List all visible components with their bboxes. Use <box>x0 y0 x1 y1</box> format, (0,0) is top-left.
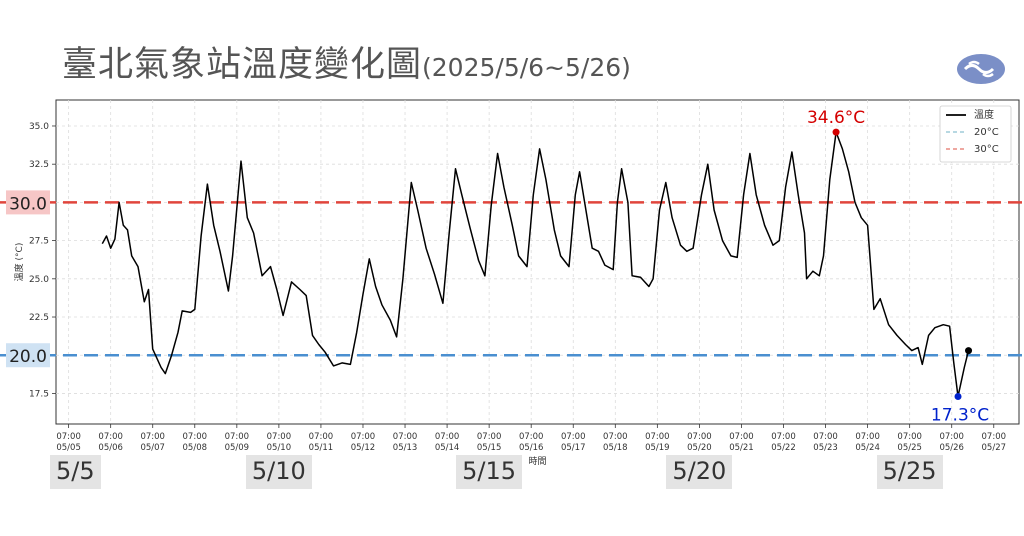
reference-badge <box>6 190 50 215</box>
x-tick-date: 05/10 <box>267 443 292 453</box>
x-tick-date: 05/24 <box>855 443 880 453</box>
x-tick-date: 05/12 <box>351 443 376 453</box>
legend-label: 20°C <box>974 127 999 138</box>
x-tick-time: 07:00 <box>519 432 544 442</box>
x-tick-time: 07:00 <box>687 432 712 442</box>
x-tick-time: 07:00 <box>982 432 1007 442</box>
legend: 溫度 20°C 30°C <box>939 105 1012 163</box>
x-tick-date: 05/15 <box>477 443 502 453</box>
date-label: 5/15 <box>456 455 523 489</box>
x-tick-date: 05/21 <box>729 443 754 453</box>
chart-title: 臺北氣象站溫度變化圖(2025/5/6~5/26) <box>62 36 631 87</box>
x-tick-time: 07:00 <box>393 432 418 442</box>
x-tick-date: 05/08 <box>183 443 208 453</box>
x-tick-date: 05/13 <box>393 443 418 453</box>
x-tick-date: 05/19 <box>645 443 670 453</box>
cwa-logo-icon <box>957 54 1005 84</box>
date-label: 5/10 <box>245 455 312 489</box>
chart-title-range: (2025/5/6~5/26) <box>422 53 631 82</box>
legend-label: 30°C <box>974 144 999 155</box>
x-tick-time: 07:00 <box>855 432 880 442</box>
date-label: 5/5 <box>50 455 101 489</box>
annotation-label: 17.3°C <box>931 405 989 425</box>
annotation-marker <box>965 347 973 355</box>
date-label: 5/25 <box>876 455 943 489</box>
date-label: 5/20 <box>666 455 733 489</box>
reference-badge <box>6 343 50 368</box>
x-tick-time: 07:00 <box>56 432 81 442</box>
x-tick-date: 05/26 <box>939 443 964 453</box>
annotation-label: 34.6°C <box>807 108 865 128</box>
x-tick-time: 07:00 <box>435 432 460 442</box>
y-tick-label: 22.5 <box>29 313 49 323</box>
x-tick-time: 07:00 <box>897 432 922 442</box>
x-tick-time: 07:00 <box>477 432 502 442</box>
x-tick-time: 07:00 <box>561 432 586 442</box>
y-axis-label: 溫度 (°C) <box>13 243 25 282</box>
y-tick-label: 35.0 <box>29 122 49 132</box>
x-tick-date: 05/20 <box>687 443 712 453</box>
x-tick-time: 07:00 <box>267 432 292 442</box>
x-tick-date: 05/25 <box>897 443 922 453</box>
x-tick-date: 05/16 <box>519 443 544 453</box>
y-tick-label: 17.5 <box>29 389 49 399</box>
chart-title-main: 臺北氣象站溫度變化圖 <box>62 45 423 85</box>
y-tick-label: 27.5 <box>29 237 49 247</box>
x-tick-time: 07:00 <box>729 432 754 442</box>
legend-box <box>939 105 1012 163</box>
x-tick-date: 05/07 <box>140 443 165 453</box>
x-tick-time: 07:00 <box>140 432 165 442</box>
y-tick-label: 32.5 <box>29 160 49 170</box>
x-tick-time: 07:00 <box>939 432 964 442</box>
x-tick-time: 07:00 <box>771 432 796 442</box>
x-tick-time: 07:00 <box>98 432 123 442</box>
reference-badge-label: 30.0 <box>9 194 47 214</box>
x-tick-date: 05/23 <box>813 443 838 453</box>
annotation-marker <box>832 128 840 136</box>
annotation-marker <box>954 392 962 400</box>
x-tick-time: 07:00 <box>645 432 670 442</box>
x-tick-date: 05/06 <box>98 443 123 453</box>
x-tick-time: 07:00 <box>351 432 376 442</box>
x-tick-date: 05/27 <box>982 443 1007 453</box>
x-tick-date: 05/17 <box>561 443 586 453</box>
x-tick-date: 05/09 <box>225 443 250 453</box>
x-tick-time: 07:00 <box>603 432 628 442</box>
x-tick-time: 07:00 <box>309 432 334 442</box>
x-tick-time: 07:00 <box>183 432 208 442</box>
plot-area <box>55 99 1020 425</box>
y-tick-label: 25.0 <box>29 275 49 285</box>
x-tick-date: 05/05 <box>56 443 81 453</box>
x-tick-time: 07:00 <box>813 432 838 442</box>
x-tick-time: 07:00 <box>225 432 250 442</box>
x-tick-date: 05/18 <box>603 443 628 453</box>
temperature-series-line <box>101 131 970 398</box>
x-tick-date: 05/14 <box>435 443 460 453</box>
x-tick-date: 05/22 <box>771 443 796 453</box>
legend-label: 溫度 <box>974 108 994 121</box>
x-axis-label: 時間 <box>528 456 546 467</box>
x-tick-date: 05/11 <box>309 443 334 453</box>
reference-badge-label: 20.0 <box>9 347 47 367</box>
